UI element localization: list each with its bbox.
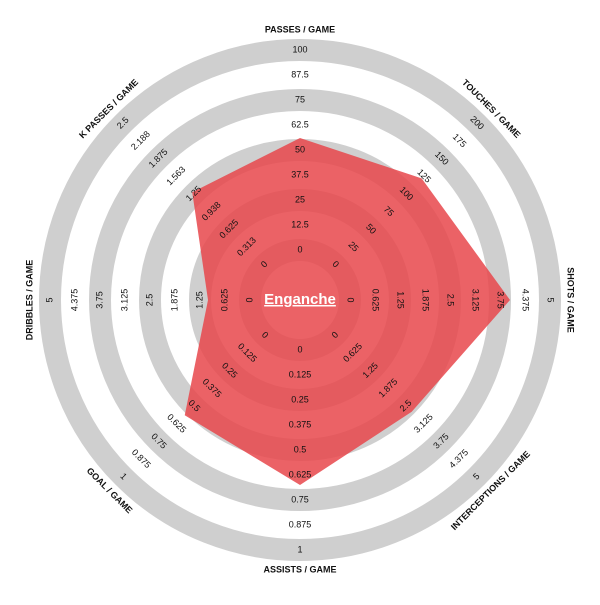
grid-ring: [39, 39, 561, 561]
tick-label: 0.625: [289, 469, 312, 479]
tick-label: 1: [118, 471, 129, 482]
tick-label: 0: [297, 344, 302, 354]
tick-label: 5: [471, 471, 482, 482]
tick-label: 37.5: [291, 169, 309, 179]
axis-label: SHOTS / GAME: [566, 267, 576, 333]
tick-label: 50: [295, 144, 305, 154]
tick-label: 1.875: [421, 289, 431, 312]
tick-label: 2.188: [129, 129, 152, 152]
tick-label: 0.25: [291, 394, 309, 404]
tick-label: 0.5: [294, 444, 307, 454]
tick-label: 1.563: [164, 164, 187, 187]
tick-label: 0: [330, 259, 341, 270]
tick-label: 0.75: [291, 494, 309, 504]
tick-label: 0.875: [289, 519, 312, 529]
tick-label: 0: [259, 259, 270, 270]
tick-label: 5: [44, 297, 54, 302]
radar-area: [184, 138, 511, 485]
tick-label: 1.25: [396, 291, 406, 309]
tick-label: 4.375: [521, 289, 531, 312]
tick-label: 62.5: [291, 119, 309, 129]
tick-label: 75: [295, 94, 305, 104]
tick-label: 0: [260, 330, 271, 341]
axis-label: PASSES / GAME: [265, 24, 335, 34]
tick-label: 12.5: [291, 219, 309, 229]
tick-label: 5: [546, 297, 556, 302]
tick-label: 50: [364, 222, 378, 236]
tick-label: 1.25: [194, 291, 204, 309]
tick-label: 0: [346, 297, 356, 302]
tick-label: 1.875: [169, 289, 179, 312]
tick-label: 175: [451, 132, 469, 150]
tick-label: 0.625: [219, 289, 229, 312]
tick-label: 4.375: [447, 447, 470, 470]
tick-label: 0: [244, 297, 254, 302]
tick-label: 25: [295, 194, 305, 204]
tick-label: 0: [297, 244, 302, 254]
tick-label: 100: [292, 44, 307, 54]
tick-label: 0.625: [371, 289, 381, 312]
tick-label: 1: [297, 544, 302, 554]
tick-label: 0.375: [289, 419, 312, 429]
tick-label: 0.125: [289, 369, 312, 379]
tick-label: 3.75: [496, 291, 506, 309]
axis-label: DRIBBLES / GAME: [24, 260, 34, 341]
tick-label: 2.5: [144, 294, 154, 307]
tick-label: 87.5: [291, 69, 309, 79]
tick-label: 75: [382, 204, 396, 218]
series-name: Enganche: [264, 291, 336, 308]
axis-label: ASSISTS / GAME: [263, 564, 336, 574]
tick-label: 2.5: [446, 294, 456, 307]
tick-label: 3.125: [471, 289, 481, 312]
tick-label: 4.375: [69, 289, 79, 312]
tick-label: 3.75: [94, 291, 104, 309]
tick-label: 3.125: [119, 289, 129, 312]
tick-label: 0.875: [130, 447, 153, 470]
tick-label: 3.125: [412, 412, 435, 435]
tick-label: 0: [330, 330, 341, 341]
